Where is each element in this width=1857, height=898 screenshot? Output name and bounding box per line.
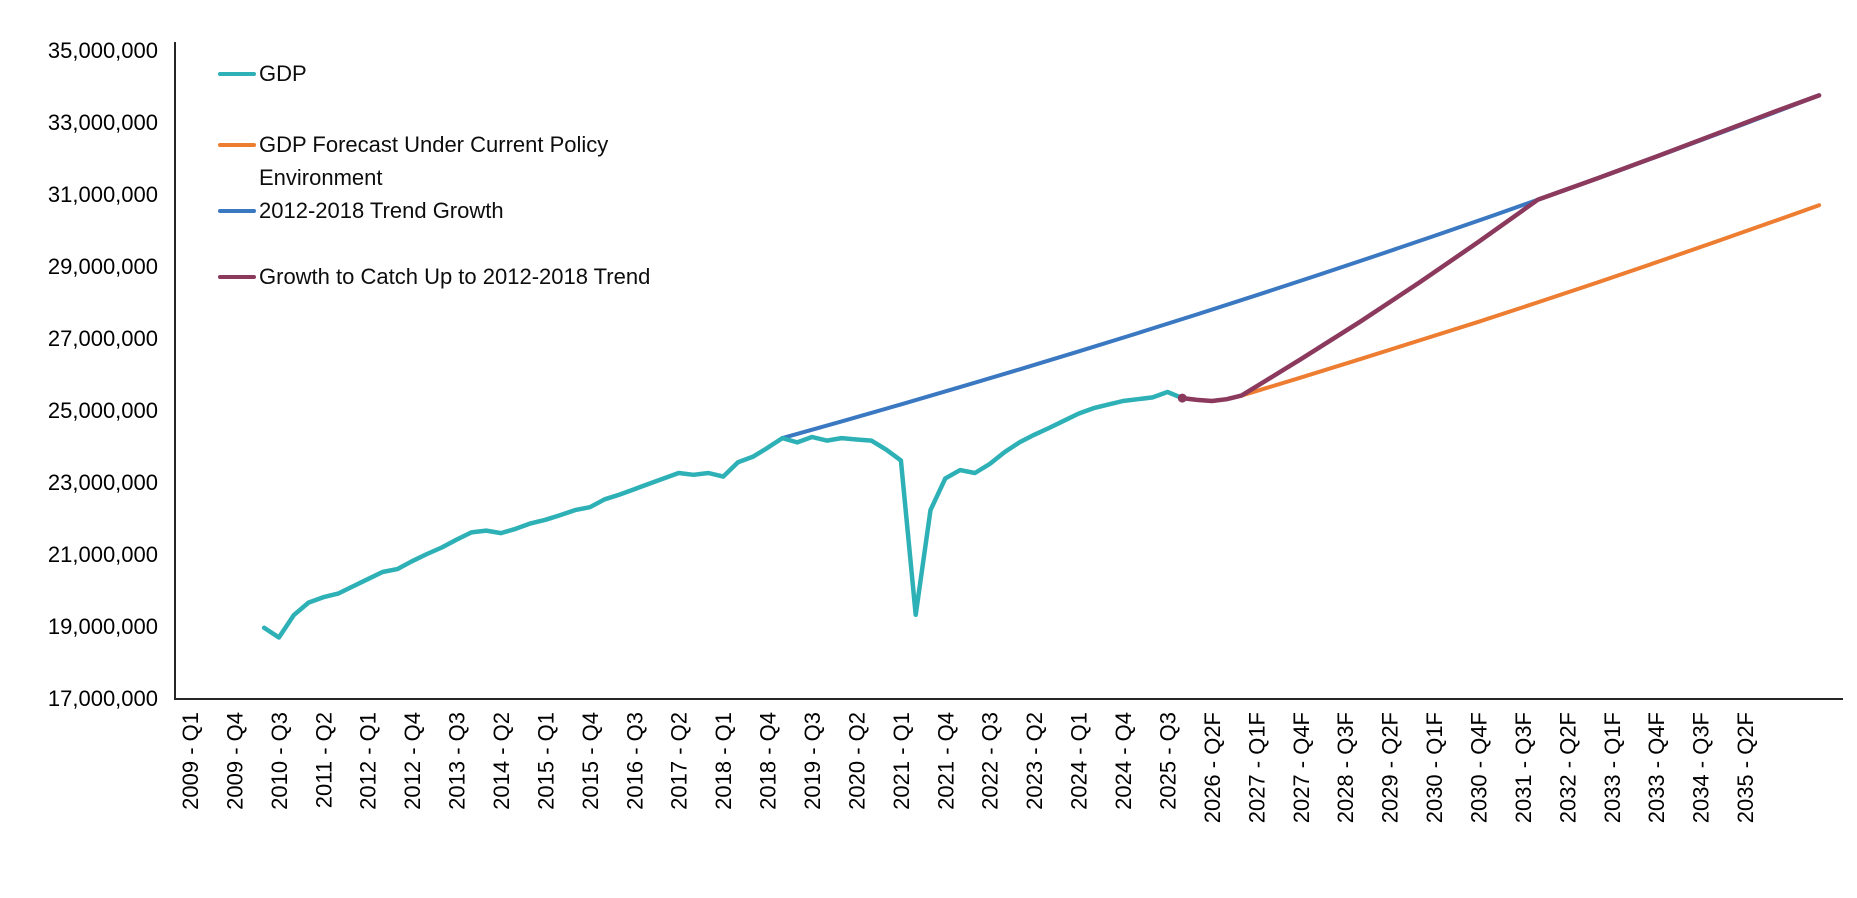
y-axis-tick-label: 23,000,000	[48, 470, 158, 495]
x-axis-tick-label: 2029 - Q2F	[1378, 712, 1403, 823]
x-axis-tick-label: 2033 - Q4F	[1644, 712, 1669, 823]
legend-label-gdp: GDP	[259, 61, 307, 86]
x-axis-tick-label: 2017 - Q2	[667, 712, 692, 810]
x-axis-tick-label: 2027 - Q4F	[1289, 712, 1314, 823]
series-catch-up-to-trend	[1180, 93, 1822, 404]
x-axis-tick-label: 2014 - Q2	[489, 712, 514, 810]
x-axis-tick-label: 2013 - Q3	[445, 712, 470, 810]
x-axis-tick-label: 2009 - Q4	[222, 712, 247, 810]
x-axis-tick-label: 2019 - Q3	[800, 712, 825, 810]
x-axis-tick-label: 2016 - Q3	[622, 712, 647, 810]
legend-item-forecast: GDP Forecast Under Current Policy Enviro…	[218, 128, 688, 194]
x-axis-tick-label: 2035 - Q2F	[1733, 712, 1758, 823]
y-axis-tick-label: 31,000,000	[48, 182, 158, 207]
x-axis-tick-label: 2023 - Q2	[1022, 712, 1047, 810]
y-axis-tick-label: 27,000,000	[48, 326, 158, 351]
y-axis-tick-label: 25,000,000	[48, 398, 158, 423]
x-axis-tick-label: 2025 - Q3	[1155, 712, 1180, 810]
axis-lines	[174, 42, 1843, 700]
y-axis-tick-label: 29,000,000	[48, 254, 158, 279]
x-axis-tick-label: 2012 - Q1	[356, 712, 381, 810]
x-axis-tick-label: 2034 - Q3F	[1689, 712, 1714, 823]
x-axis-tick-label: 2018 - Q1	[711, 712, 736, 810]
trend-line-swatch-icon	[218, 209, 256, 213]
legend-label-trend: 2012-2018 Trend Growth	[259, 198, 504, 223]
x-axis-tick-label: 2022 - Q3	[978, 712, 1003, 810]
x-axis-tick-label: 2012 - Q4	[400, 712, 425, 810]
catchup-line-swatch-icon	[218, 275, 256, 279]
y-axis-tick-label: 35,000,000	[48, 38, 158, 63]
chart-legend: GDP GDP Forecast Under Current Policy En…	[218, 57, 688, 293]
y-axis-tick-label: 19,000,000	[48, 614, 158, 639]
legend-label-catchup: Growth to Catch Up to 2012-2018 Trend	[259, 264, 651, 289]
x-axis-tick-label: 2009 - Q1	[178, 712, 203, 810]
legend-item-catchup: Growth to Catch Up to 2012-2018 Trend	[218, 260, 688, 293]
x-axis-tick-label: 2024 - Q1	[1067, 712, 1092, 810]
gdp-line-swatch-icon	[218, 72, 256, 76]
series-trend-2012-2018	[780, 93, 1822, 441]
x-axis-tick-label: 2028 - Q3F	[1333, 712, 1358, 823]
legend-item-gdp: GDP	[218, 57, 688, 90]
x-axis-tick-label: 2027 - Q1F	[1244, 712, 1269, 823]
forecast-line-swatch-icon	[218, 143, 256, 147]
y-axis-tick-label: 17,000,000	[48, 686, 158, 711]
y-axis-tick-label: 21,000,000	[48, 542, 158, 567]
catchup-start-marker	[1177, 393, 1187, 403]
y-axis-tick-label: 33,000,000	[48, 110, 158, 135]
legend-label-forecast: GDP Forecast Under Current Policy Enviro…	[259, 132, 609, 190]
x-axis-tick-label: 2030 - Q4F	[1466, 712, 1491, 823]
x-axis-tick-label: 2010 - Q3	[267, 712, 292, 810]
series-gdp	[261, 389, 1185, 640]
x-axis-tick-label: 2030 - Q1F	[1422, 712, 1447, 823]
x-axis-tick-label: 2031 - Q3F	[1511, 712, 1536, 823]
x-axis-tick-label: 2026 - Q2F	[1200, 712, 1225, 823]
x-axis-tick-label: 2015 - Q4	[578, 712, 603, 810]
legend-item-trend: 2012-2018 Trend Growth	[218, 194, 688, 227]
x-axis-tick-label: 2033 - Q1F	[1600, 712, 1625, 823]
x-axis-tick-label: 2020 - Q2	[844, 712, 869, 810]
x-axis-tick-label: 2011 - Q2	[311, 712, 336, 808]
x-axis-tick-label: 2021 - Q4	[933, 712, 958, 810]
x-axis-tick-label: 2024 - Q4	[1111, 712, 1136, 810]
x-axis-tick-label: 2032 - Q2F	[1555, 712, 1580, 823]
x-axis-tick-label: 2021 - Q1	[889, 712, 914, 810]
x-axis-tick-label: 2018 - Q4	[756, 712, 781, 810]
x-axis-tick-label: 2015 - Q1	[533, 712, 558, 810]
